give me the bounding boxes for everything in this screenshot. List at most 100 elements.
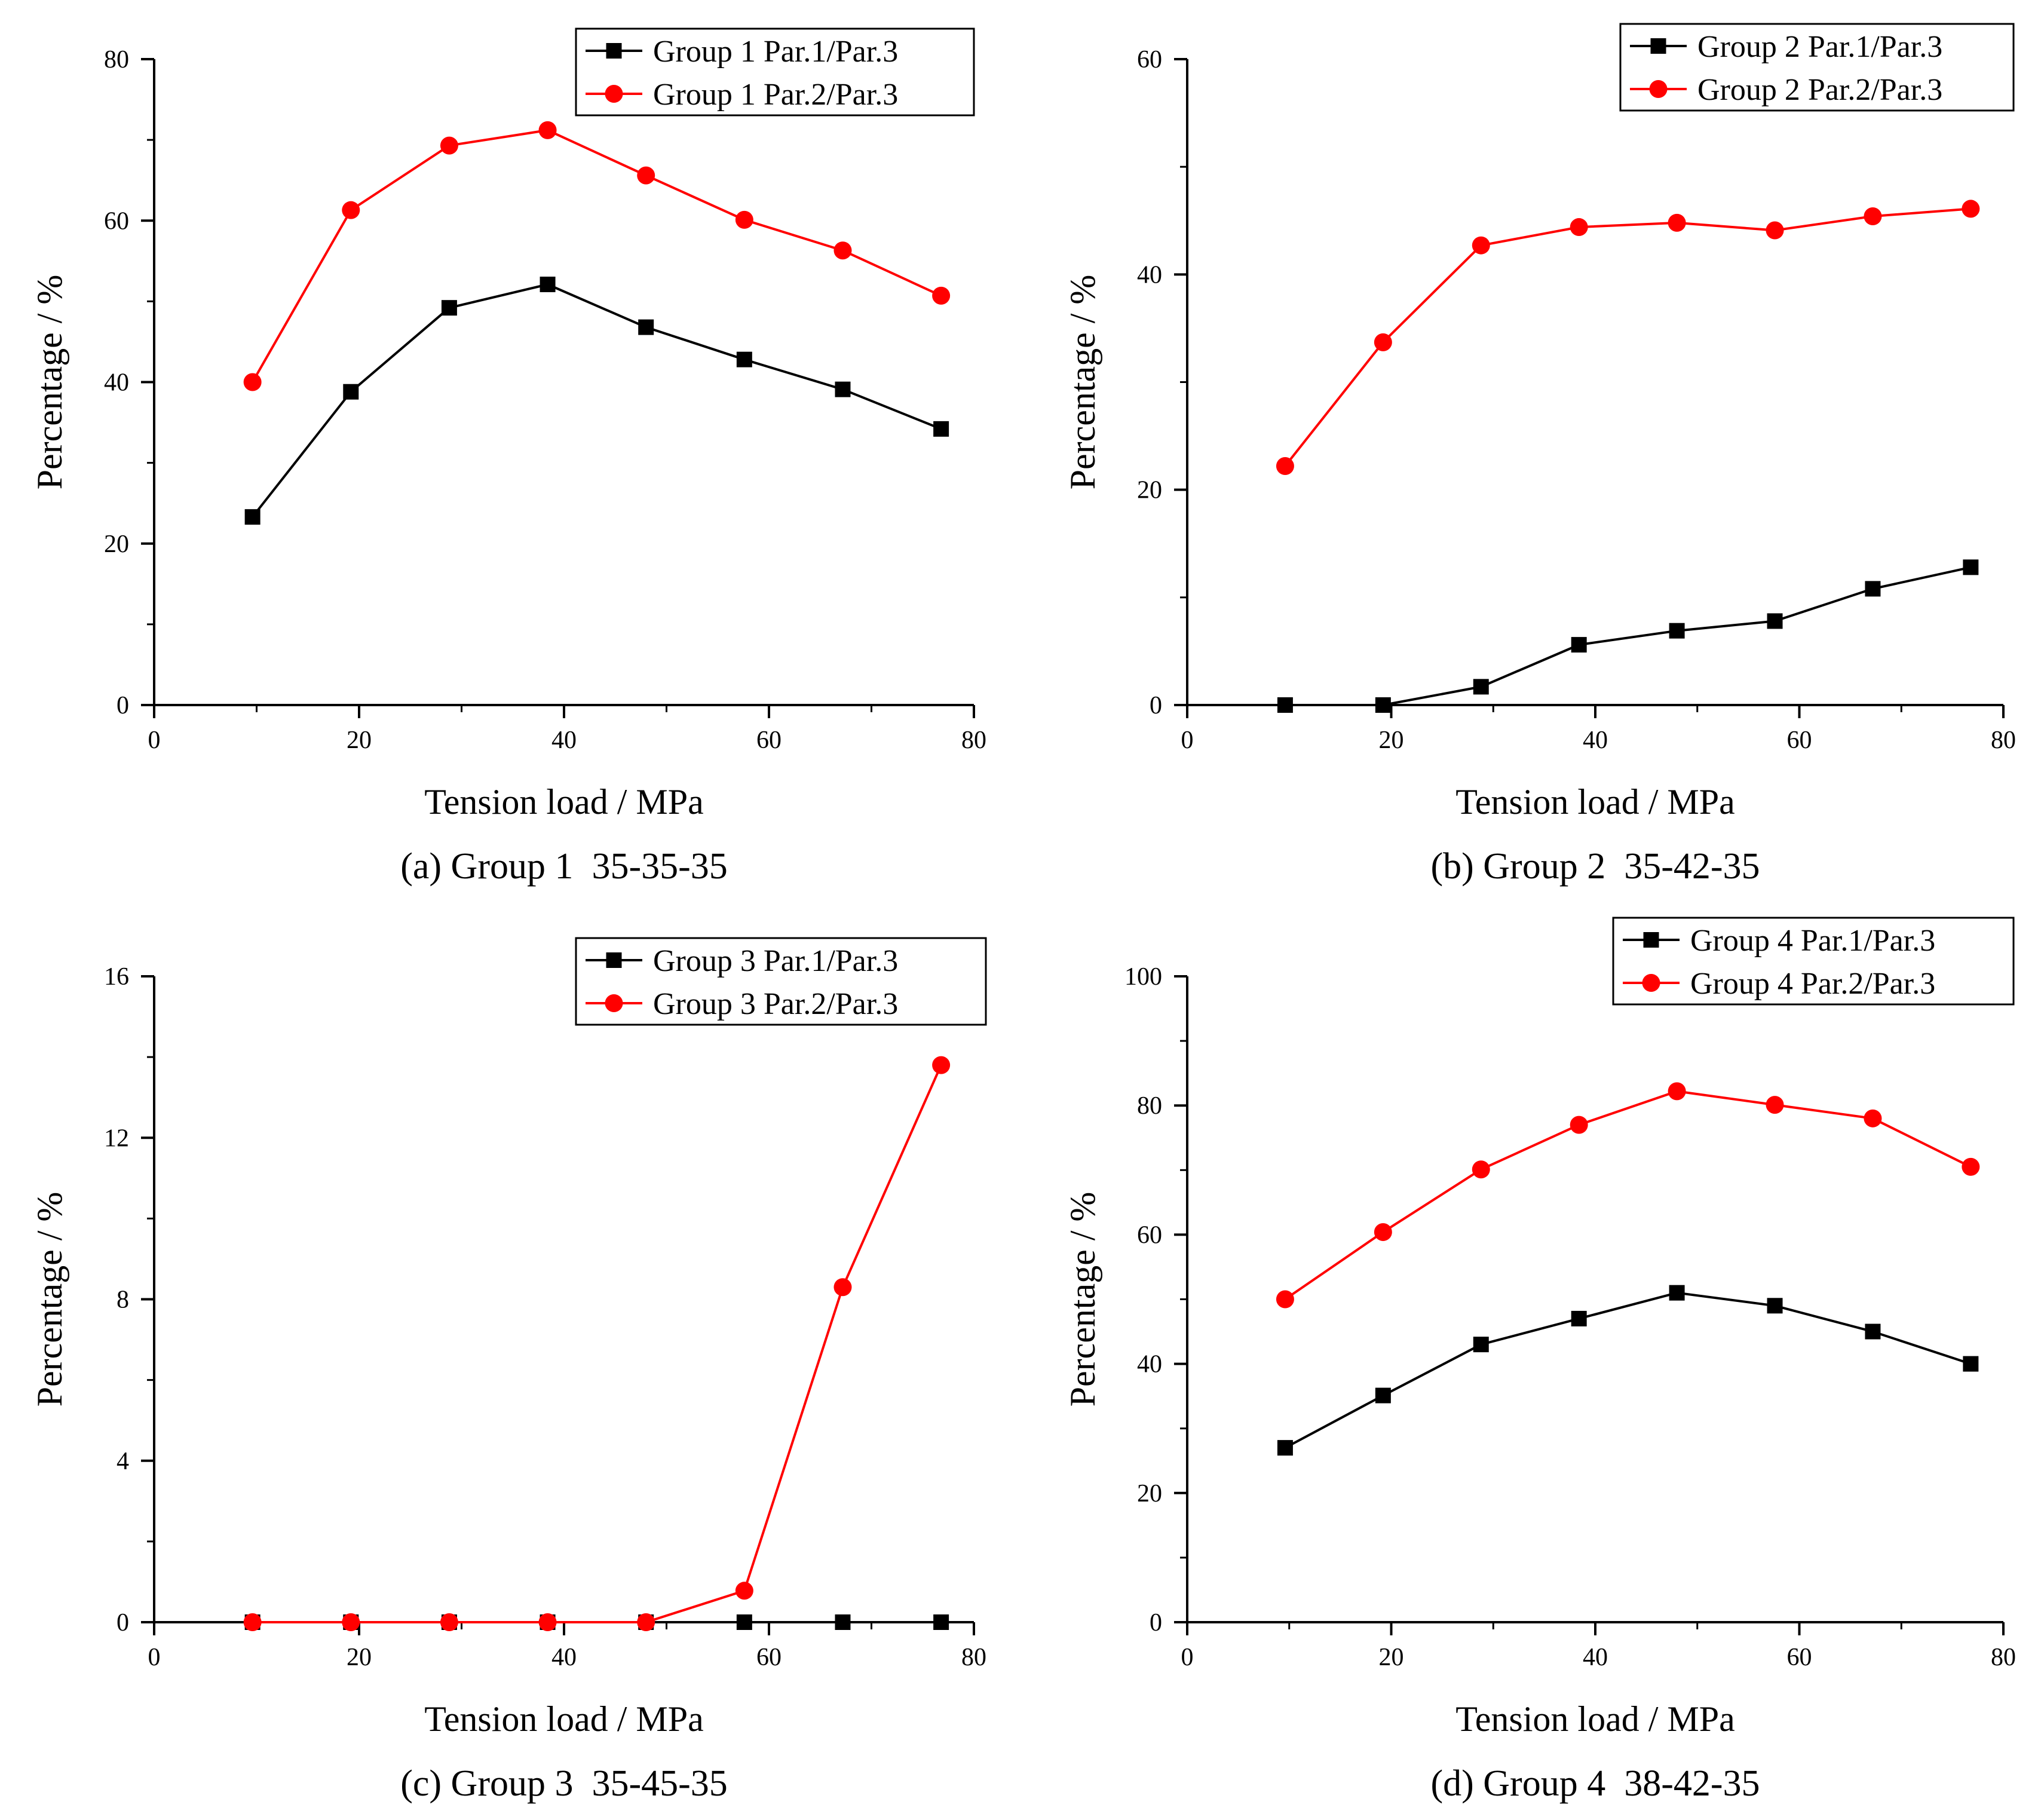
legend: Group 2 Par.1/Par.3 Group 2 Par.2/Par.3 (1619, 23, 2015, 112)
data-point (1277, 1440, 1293, 1456)
series-1 (1277, 559, 1979, 713)
legend: Group 1 Par.1/Par.3 Group 1 Par.2/Par.3 (575, 27, 975, 117)
data-point (833, 241, 852, 260)
y-axis-label: Percentage / % (30, 1192, 69, 1407)
x-tick-label: 40 (1583, 1644, 1608, 1671)
data-point (1864, 1109, 1882, 1127)
y-tick-label: 20 (104, 531, 129, 558)
x-axis-label: Tension load / MPa (424, 1699, 703, 1739)
data-point (1963, 559, 1979, 575)
data-point (342, 201, 360, 219)
legend-marker (1642, 974, 1660, 992)
x-tick-label: 60 (756, 727, 782, 754)
data-point (343, 384, 359, 400)
data-point (735, 1582, 753, 1600)
y-tick-label: 60 (1137, 1221, 1162, 1249)
data-point (1473, 679, 1489, 695)
data-point (1767, 1298, 1783, 1314)
legend-marker (605, 85, 623, 103)
data-point (1375, 697, 1391, 713)
data-point (1472, 1160, 1490, 1179)
y-tick-label: 100 (1124, 963, 1162, 991)
y-tick-label: 16 (104, 963, 129, 991)
legend-box (1612, 917, 2015, 1006)
y-tick-label: 40 (1137, 1351, 1162, 1378)
data-point (932, 286, 951, 305)
legend-marker (605, 994, 623, 1012)
y-tick-label: 80 (1137, 1092, 1162, 1120)
data-point (1570, 218, 1588, 237)
legend-marker (1650, 38, 1666, 54)
y-tick-label: 0 (117, 692, 129, 719)
data-point (736, 1614, 752, 1630)
data-point (1571, 1310, 1587, 1326)
x-axis-label: Tension load / MPa (1455, 782, 1735, 822)
data-point (637, 166, 655, 185)
data-point (835, 1614, 851, 1630)
x-tick-label: 80 (1991, 1644, 2016, 1671)
series-1 (1277, 1285, 1979, 1456)
series-line (251, 128, 942, 383)
series-line (1284, 1090, 1972, 1301)
data-point (1963, 1356, 1979, 1372)
data-point (1473, 1337, 1489, 1353)
x-tick-label: 20 (347, 1644, 372, 1671)
y-tick-label: 80 (104, 46, 129, 73)
legend-marker (1649, 80, 1668, 98)
data-point (1375, 1387, 1391, 1404)
data-point (1276, 1290, 1294, 1309)
x-tick-label: 80 (961, 1644, 986, 1671)
y-axis-label: Percentage / % (1063, 1192, 1102, 1407)
legend-marker (606, 43, 622, 59)
series-line (1284, 207, 1971, 467)
x-tick-label: 80 (961, 727, 986, 754)
data-point (1766, 1096, 1784, 1114)
legend: Group 3 Par.1/Par.3 Group 3 Par.2/Par.3 (575, 937, 987, 1026)
x-tick-label: 60 (1787, 727, 1812, 754)
legend: Group 4 Par.1/Par.3 Group 4 Par.2/Par.3 (1612, 917, 2015, 1006)
legend-label: Group 3 Par.2/Par.3 (653, 987, 898, 1021)
data-point (440, 136, 458, 155)
y-tick-label: 60 (1137, 46, 1162, 73)
data-point (1865, 1323, 1881, 1340)
y-axis-label: Percentage / % (30, 275, 69, 490)
x-tick-label: 60 (1787, 1644, 1812, 1671)
series-2 (1276, 200, 1980, 476)
data-point (244, 509, 261, 525)
x-tick-label: 40 (1583, 727, 1608, 754)
data-point (1669, 1285, 1685, 1301)
data-point (1766, 221, 1784, 240)
legend-label: Group 3 Par.1/Par.3 (653, 944, 898, 978)
data-point (1668, 213, 1686, 232)
series-1 (244, 276, 949, 525)
legend-label: Group 2 Par.1/Par.3 (1697, 30, 1942, 64)
data-point (1571, 637, 1587, 653)
series-2 (243, 1056, 951, 1631)
data-point (1374, 333, 1392, 351)
data-point (833, 1278, 852, 1297)
data-point (933, 421, 949, 437)
series-2 (243, 121, 951, 391)
y-tick-label: 40 (1137, 261, 1162, 289)
data-point (243, 373, 262, 391)
data-point (1276, 457, 1294, 476)
panel-caption: (c) Group 3 35-45-35 (400, 1763, 728, 1804)
panel-caption: (a) Group 1 35-35-35 (400, 846, 728, 887)
x-tick-label: 20 (1379, 1644, 1404, 1671)
data-point (736, 351, 752, 367)
data-point (638, 319, 654, 335)
legend-label: Group 2 Par.2/Par.3 (1697, 73, 1942, 107)
chart-panel-a: 0 20 40 60 80 0 20 40 60 80 Tension load / MPa (a) … (30, 27, 986, 887)
data-point (342, 1613, 360, 1631)
panel-caption: (d) Group 4 38-42-35 (1430, 1763, 1760, 1804)
data-point (1669, 623, 1685, 639)
data-point (1668, 1082, 1686, 1101)
data-point (933, 1614, 949, 1630)
legend-label: Group 1 Par.2/Par.3 (653, 78, 898, 112)
x-tick-label: 40 (551, 727, 577, 754)
data-point (1374, 1223, 1392, 1242)
y-tick-label: 12 (104, 1124, 129, 1152)
x-tick-label: 40 (551, 1644, 577, 1671)
y-tick-label: 4 (117, 1448, 129, 1475)
series-line (1285, 566, 1971, 706)
